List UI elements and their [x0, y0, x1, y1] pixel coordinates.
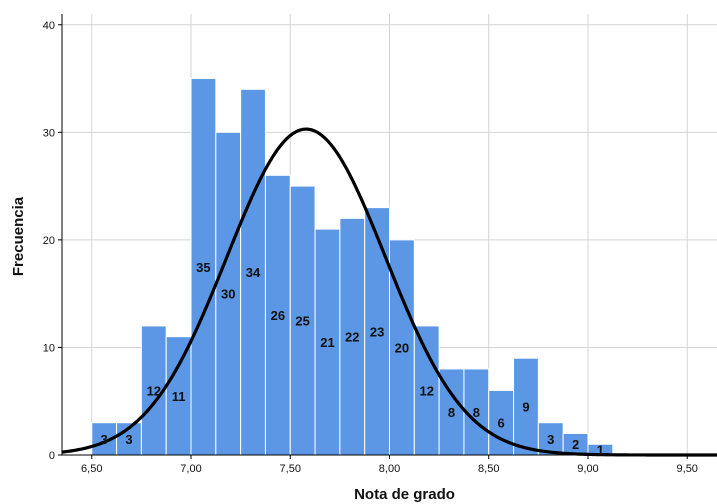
bar-data-label: 3	[125, 432, 132, 447]
bars-layer	[91, 78, 614, 456]
bar-data-label: 20	[395, 340, 409, 355]
y-tick-label: 10	[43, 342, 55, 354]
x-tick-label: 6,50	[81, 463, 102, 475]
bar-data-label: 12	[147, 383, 161, 398]
axes-layer: 0 10 20 30 40 6,50 7,00 7,50 8,00 8,50 9,00 9,50	[43, 14, 717, 475]
x-tick-label: 9,50	[677, 463, 698, 475]
histogram-bar	[165, 336, 192, 456]
bar-data-label: 8	[448, 405, 455, 420]
y-tick-label: 30	[43, 127, 55, 139]
bar-data-label: 23	[370, 324, 384, 339]
bar-data-label: 6	[498, 416, 505, 431]
x-tick-label: 7,50	[280, 463, 301, 475]
bar-data-label: 22	[345, 330, 359, 345]
x-tick-label: 9,00	[577, 463, 598, 475]
bar-data-label: 21	[320, 335, 334, 350]
x-tick-label: 8,00	[379, 463, 400, 475]
y-tick-label: 0	[49, 450, 55, 462]
x-tick-label: 8,50	[478, 463, 499, 475]
bar-data-label: 25	[295, 314, 309, 329]
bar-data-label: 3	[547, 432, 554, 447]
bar-data-label: 9	[522, 400, 529, 415]
histogram-bar	[289, 185, 316, 456]
histogram-bar	[314, 228, 341, 456]
y-axis-title: Frecuencia	[10, 196, 27, 276]
bar-data-label: 11	[172, 389, 186, 404]
x-tick-label: 7,00	[180, 463, 201, 475]
bar-data-label: 3	[101, 432, 108, 447]
bar-data-label: 35	[196, 260, 210, 275]
y-tick-label: 20	[43, 235, 55, 247]
histogram-bar	[339, 217, 366, 456]
x-axis-title: Nota de grado	[354, 486, 455, 503]
bar-data-label: 8	[473, 405, 480, 420]
bar-data-label: 12	[419, 383, 433, 398]
bar-data-label: 1	[597, 443, 604, 458]
bar-data-label: 2	[572, 437, 579, 452]
bar-data-label: 30	[221, 287, 235, 302]
histogram-bar	[513, 357, 539, 456]
bar-data-label: 26	[271, 308, 285, 323]
bar-data-label: 34	[246, 265, 261, 280]
y-tick-label: 40	[43, 20, 55, 32]
histogram-bar	[240, 88, 266, 456]
